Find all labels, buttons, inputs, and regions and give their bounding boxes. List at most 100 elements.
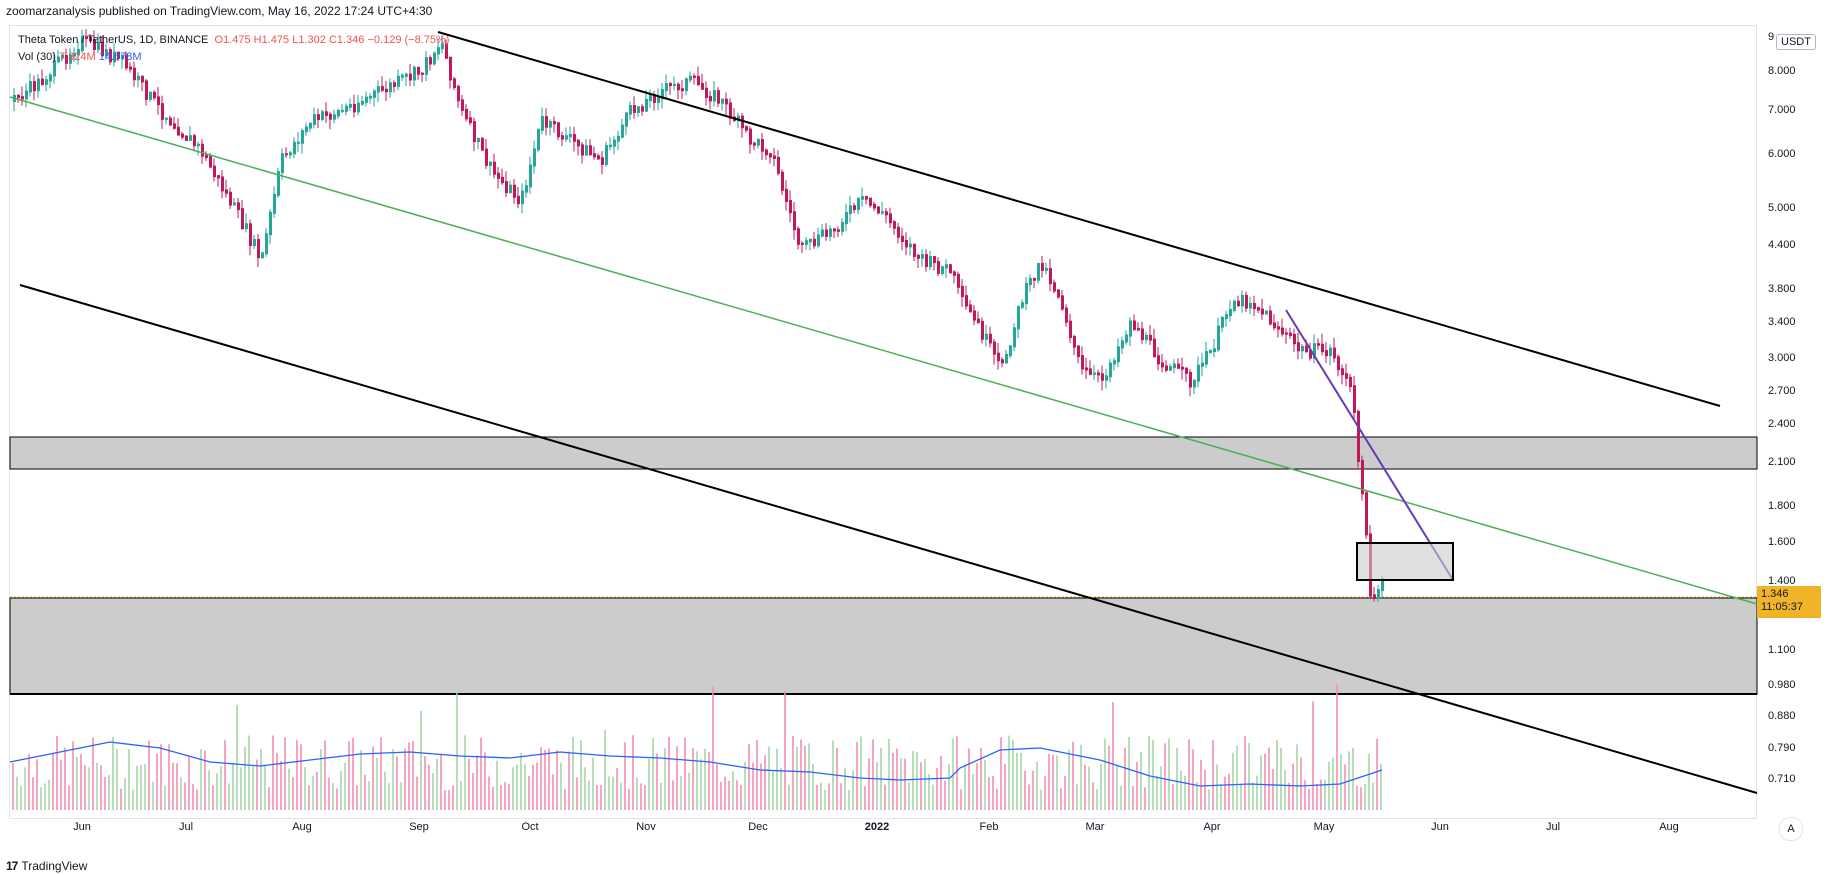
volume-bar: [36, 759, 38, 810]
candle-body: [957, 273, 960, 288]
volume-bar: [812, 764, 814, 810]
candle-body: [413, 66, 416, 81]
candle-body: [829, 228, 832, 237]
candle-body: [833, 228, 836, 232]
candle-body: [953, 271, 956, 276]
volume-bar: [600, 785, 602, 810]
candle-body: [197, 143, 200, 147]
chart-frame[interactable]: [9, 25, 1757, 819]
candle-body: [1089, 368, 1092, 375]
volume-bar: [252, 765, 254, 810]
candle-body: [629, 105, 632, 115]
price-tick-label: 5.000: [1768, 202, 1796, 214]
volume-bar: [368, 781, 370, 810]
candle-body: [469, 117, 472, 124]
candle-body: [553, 121, 556, 125]
volume-bar: [748, 743, 750, 810]
candle-body: [869, 197, 872, 206]
volume-bar: [180, 777, 182, 810]
volume-bar: [40, 787, 42, 810]
candle-body: [401, 74, 404, 78]
volume-ma-line: [9, 741, 1383, 787]
candle-body: [1101, 373, 1104, 381]
volume-bar: [12, 763, 14, 810]
volume-bar: [1356, 785, 1358, 810]
volume-bar: [652, 737, 654, 810]
volume-bar: [592, 757, 594, 810]
candle-body: [341, 109, 344, 112]
candle-body: [1237, 300, 1240, 307]
volume-bar: [1116, 764, 1118, 810]
auto-scale-button[interactable]: A: [1779, 817, 1803, 841]
candle-body: [41, 78, 44, 85]
volume-bar: [572, 736, 574, 810]
candle-body: [861, 196, 864, 200]
volume-label[interactable]: Vol (30): [18, 51, 56, 63]
candle-body: [173, 123, 176, 129]
volume-bar: [1052, 754, 1054, 810]
volume-bar: [312, 776, 314, 810]
volume-bar: [1172, 784, 1174, 810]
candle-body: [337, 109, 340, 117]
volume-bar: [1012, 739, 1014, 810]
candle-body: [1133, 320, 1136, 331]
volume-bar: [1288, 782, 1290, 810]
currency-selector[interactable]: USDT: [1776, 34, 1816, 50]
volume-bar: [988, 777, 990, 810]
candle-body: [1373, 594, 1376, 599]
candle-body: [93, 39, 96, 51]
candle-body: [657, 97, 660, 103]
volume-bar: [716, 764, 718, 810]
volume-bar: [744, 761, 746, 810]
time-tick-label: Jun: [73, 821, 91, 833]
candle-body: [1145, 334, 1148, 341]
candle-body: [581, 144, 584, 156]
time-tick-label: Jul: [179, 821, 193, 833]
volume-bar: [808, 743, 810, 810]
volume-bar: [1176, 747, 1178, 810]
volume-bar: [992, 775, 994, 810]
candle-body: [605, 145, 608, 165]
ohlc-close: C1.346: [328, 34, 365, 46]
price-tick-label: 6.000: [1768, 148, 1796, 160]
candle-body: [729, 102, 732, 119]
volume-bar: [388, 783, 390, 810]
candle-body: [461, 99, 464, 111]
candle-body: [817, 234, 820, 247]
volume-bar: [500, 785, 502, 810]
candle-body: [1137, 328, 1140, 331]
candle-body: [57, 56, 60, 63]
candle-body: [453, 78, 456, 88]
candle-body: [1333, 347, 1336, 359]
candle-body: [573, 134, 576, 142]
time-tick-label: Dec: [748, 821, 768, 833]
candle-body: [1153, 338, 1156, 358]
volume-bar: [1060, 788, 1062, 810]
symbol-name[interactable]: Theta Token / TetherUS: [18, 34, 134, 46]
volume-bar: [640, 783, 642, 810]
candle-body: [1117, 346, 1120, 363]
candle-body: [201, 143, 204, 157]
candle-body: [185, 135, 188, 141]
candle-body: [1141, 328, 1144, 341]
candle-body: [385, 88, 388, 93]
candle-body: [1013, 327, 1016, 348]
candle-body: [737, 115, 740, 122]
candle-body: [321, 111, 324, 120]
candle-body: [309, 122, 312, 129]
volume-bar: [564, 789, 566, 810]
interval-label[interactable]: 1D: [139, 34, 154, 46]
volume-bar: [160, 744, 162, 810]
candle-body: [1161, 362, 1164, 368]
candle-body: [905, 239, 908, 248]
candle-body: [1045, 267, 1048, 271]
volume-bar: [1016, 752, 1018, 810]
candle-body: [233, 202, 236, 206]
volume-bar: [540, 747, 542, 810]
volume-bar: [1084, 764, 1086, 810]
candle-body: [1205, 351, 1208, 365]
candle-body: [1193, 379, 1196, 388]
candle-body: [649, 94, 652, 101]
volume-bar: [1104, 738, 1106, 810]
